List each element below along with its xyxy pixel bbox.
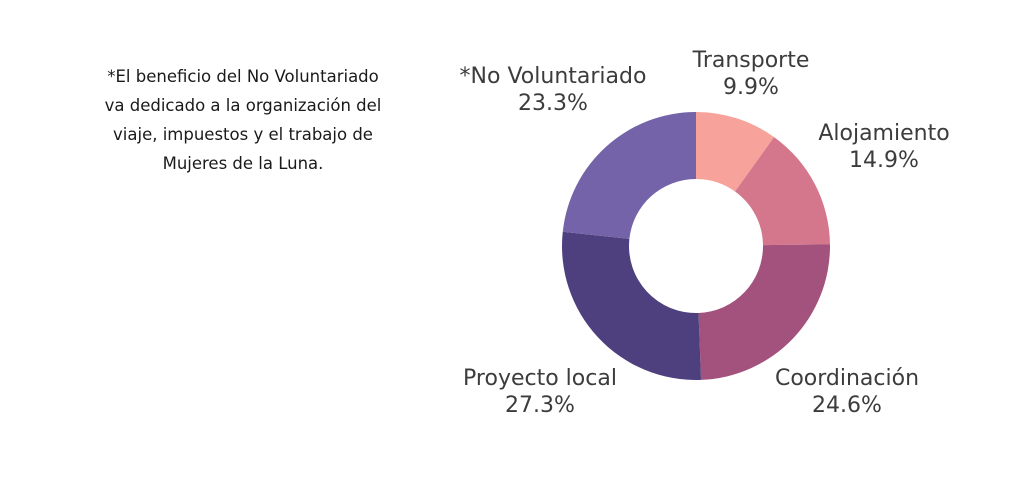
slice-value-label: 9.9%	[723, 75, 779, 100]
footnote-line: viaje, impuestos y el trabajo de	[113, 125, 373, 144]
donut-slice	[735, 137, 830, 246]
slice-label: Transporte	[692, 48, 810, 73]
slice-value-label: 14.9%	[849, 148, 919, 173]
footnote-line: *El beneficio del No Voluntariado	[107, 67, 379, 86]
donut-slice	[698, 244, 830, 380]
slice-label: Coordinación	[775, 366, 919, 391]
footnote-line: Mujeres de la Luna.	[162, 154, 324, 173]
slice-label: *No Voluntariado	[460, 64, 647, 89]
donut-slice	[561, 231, 702, 380]
donut-slice	[562, 112, 696, 239]
donut-slice	[696, 112, 775, 192]
slice-label: Proyecto local	[463, 366, 617, 391]
slice-value-label: 24.6%	[812, 393, 882, 418]
footnote: *El beneficio del No Voluntariado va ded…	[72, 62, 414, 178]
footnote-line: va dedicado a la organización del	[104, 96, 382, 115]
slice-value-label: 23.3%	[518, 91, 588, 116]
donut-slices	[561, 112, 830, 380]
slice-value-label: 27.3%	[505, 393, 575, 418]
slice-label: Alojamiento	[818, 121, 949, 146]
